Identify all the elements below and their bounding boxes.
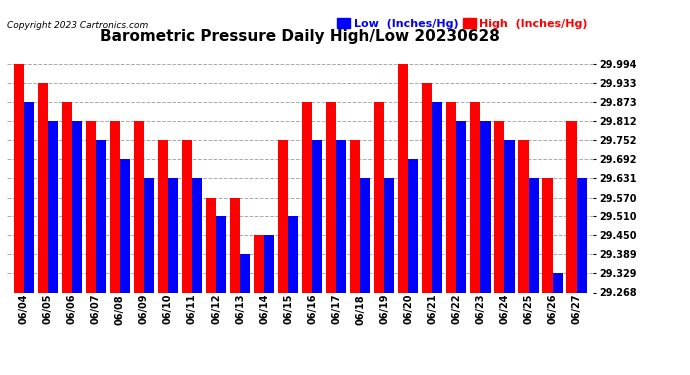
- Bar: [230, 198, 240, 292]
- Bar: [529, 178, 539, 292]
- Bar: [192, 178, 202, 292]
- Bar: [326, 102, 336, 292]
- Bar: [302, 102, 312, 292]
- Bar: [312, 140, 322, 292]
- Bar: [61, 102, 72, 292]
- Bar: [553, 273, 562, 292]
- Bar: [278, 140, 288, 292]
- Bar: [14, 64, 23, 292]
- Bar: [288, 216, 298, 292]
- Bar: [48, 122, 58, 292]
- Bar: [240, 255, 250, 292]
- Bar: [398, 64, 408, 292]
- Bar: [38, 83, 48, 292]
- Bar: [158, 140, 168, 292]
- Bar: [96, 140, 106, 292]
- Bar: [494, 122, 504, 292]
- Bar: [480, 122, 491, 292]
- Bar: [336, 140, 346, 292]
- Bar: [168, 178, 178, 292]
- Bar: [422, 83, 433, 292]
- Bar: [566, 122, 577, 292]
- Bar: [144, 178, 154, 292]
- Bar: [216, 216, 226, 292]
- Bar: [72, 122, 82, 292]
- Bar: [182, 140, 192, 292]
- Bar: [350, 140, 360, 292]
- Bar: [456, 122, 466, 292]
- Bar: [120, 159, 130, 292]
- Bar: [408, 159, 418, 292]
- Bar: [542, 178, 553, 292]
- Bar: [254, 235, 264, 292]
- Bar: [504, 140, 515, 292]
- Bar: [577, 178, 586, 292]
- Text: Copyright 2023 Cartronics.com: Copyright 2023 Cartronics.com: [7, 21, 148, 30]
- Bar: [433, 102, 442, 292]
- Bar: [110, 122, 120, 292]
- Title: Barometric Pressure Daily High/Low 20230628: Barometric Pressure Daily High/Low 20230…: [100, 29, 500, 44]
- Bar: [518, 140, 529, 292]
- Bar: [384, 178, 395, 292]
- Bar: [446, 102, 456, 292]
- Bar: [86, 122, 96, 292]
- Bar: [23, 102, 34, 292]
- Bar: [374, 102, 384, 292]
- Bar: [471, 102, 480, 292]
- Bar: [264, 235, 274, 292]
- Legend: Low  (Inches/Hg), High  (Inches/Hg): Low (Inches/Hg), High (Inches/Hg): [337, 18, 588, 29]
- Bar: [134, 122, 144, 292]
- Bar: [360, 178, 371, 292]
- Bar: [206, 198, 216, 292]
